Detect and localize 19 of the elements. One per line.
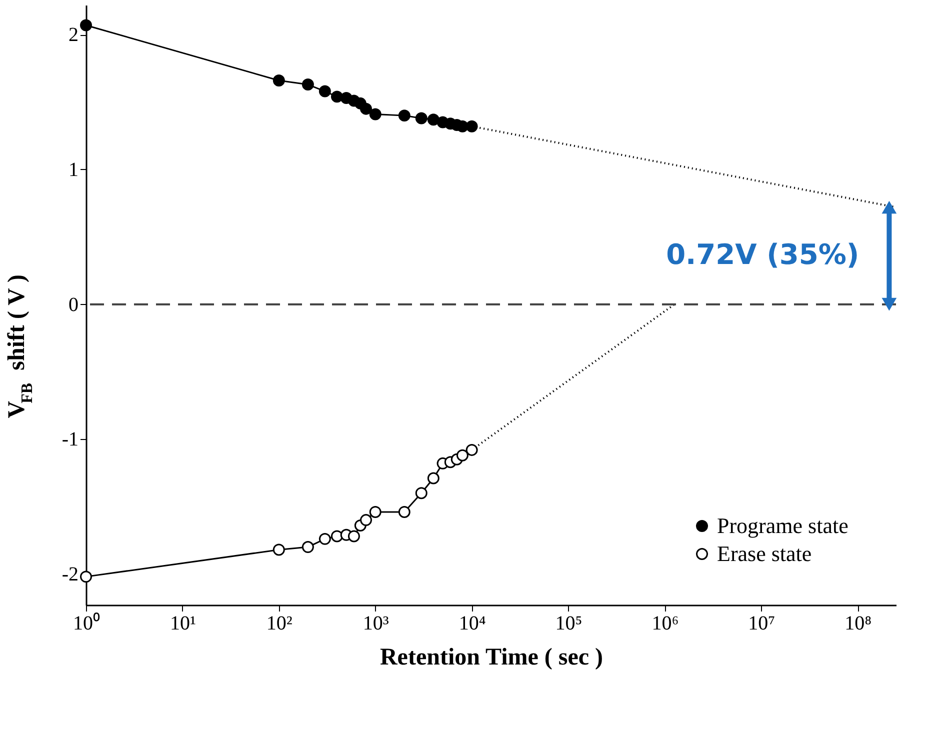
x-tick-label: 10⁶: [652, 612, 679, 634]
x-tick-label: 10⁸: [844, 612, 872, 634]
x-tick-label: 10³: [362, 612, 389, 634]
x-tick-label: 10⁴: [458, 612, 486, 634]
x-tick-label: 10²: [266, 612, 292, 634]
y-tick-label: 1: [68, 158, 78, 181]
annotation: 0.72V (35%): [666, 238, 860, 271]
legend-label: Programe state: [717, 513, 848, 538]
x-tick-label: 10⁷: [748, 612, 776, 634]
x-tick-label: 10¹: [170, 612, 196, 634]
y-axis-title: VFB shift ( V ): [4, 274, 36, 418]
y-tick-label: -2: [62, 563, 78, 586]
y-tick-label: -1: [62, 428, 78, 451]
x-axis-title: Retention Time ( sec ): [380, 644, 604, 670]
legend-label: Erase state: [717, 541, 812, 566]
y-tick-label: 0: [68, 294, 78, 316]
x-tick-label: 10⁵: [555, 612, 582, 634]
y-tick-label: 2: [68, 24, 78, 46]
x-tick-label: 10⁰: [73, 612, 100, 634]
